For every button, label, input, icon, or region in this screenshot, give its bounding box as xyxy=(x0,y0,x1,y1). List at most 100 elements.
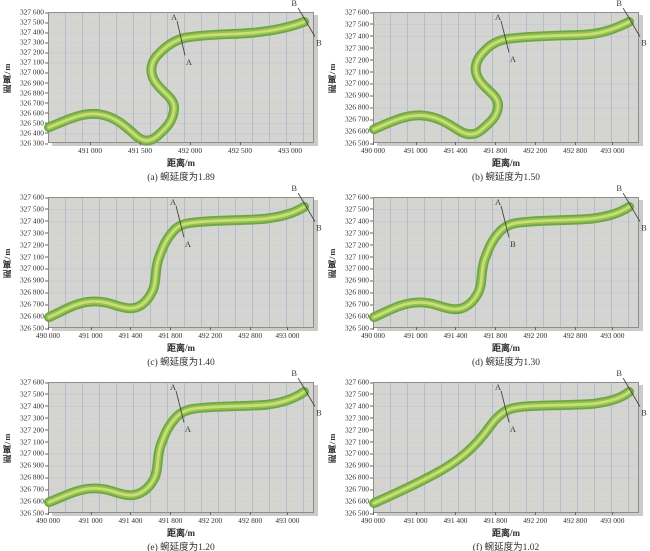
y-tick-label: 327 300 xyxy=(344,413,374,423)
panel-d: 距离/m 327 600 327 500 327 400 327 300 327 200… xyxy=(325,184,650,370)
section-label-a-top: A xyxy=(170,198,176,207)
x-tick-label: 492 000 xyxy=(178,142,203,155)
x-axis-tick-labels: 491 000 491 500 492 000 492 500 493 000 xyxy=(48,142,314,156)
section-label-a-bottom: A xyxy=(186,58,192,67)
section-label-b-side: B xyxy=(316,409,322,418)
section-label-a-top: A xyxy=(170,383,176,392)
section-label-a-bottom: A xyxy=(185,425,191,434)
x-axis-title: 距离/m xyxy=(492,158,520,168)
section-label-a-bottom: A xyxy=(185,240,191,249)
section-line-a xyxy=(176,20,186,56)
y-tick-label: 327 500 xyxy=(19,389,49,399)
x-tick-label: 490 000 xyxy=(360,327,386,340)
y-tick-label: 326 700 xyxy=(344,299,374,309)
x-tick-label: 493 000 xyxy=(600,512,625,525)
y-tick-label: 327 000 xyxy=(19,448,49,458)
x-tick-label: 493 000 xyxy=(275,327,300,340)
y-tick-label: 326 500 xyxy=(19,508,49,518)
y-tick-label: 327 600 xyxy=(19,192,49,202)
x-tick-label: 491 800 xyxy=(158,512,183,525)
y-tick-label: 326 800 xyxy=(344,472,374,482)
y-tick-label: 326 700 xyxy=(19,484,49,494)
section-label-b-top: B xyxy=(616,184,622,193)
y-tick-label: 326 600 xyxy=(19,496,49,506)
section-line-b xyxy=(622,7,641,37)
y-tick-label: 326 700 xyxy=(19,299,49,309)
y-tick-label: 326 500 xyxy=(19,118,49,128)
y-tick-label: 327 200 xyxy=(344,55,374,65)
river-channel-thalweg xyxy=(47,20,306,142)
y-tick-label: 327 100 xyxy=(19,252,49,262)
x-axis-title: 距离/m xyxy=(167,343,195,353)
map-plot-area: A A B B xyxy=(44,0,322,146)
map-plot-area: A A B B xyxy=(44,184,322,328)
section-line-b xyxy=(622,377,641,407)
x-tick-label: 491 800 xyxy=(483,327,508,340)
panel-caption: (f) 蜿延度为1.02 xyxy=(472,543,540,551)
section-label-b-side: B xyxy=(316,39,322,48)
panel-caption: (c) 蜿延度为1.40 xyxy=(147,358,215,368)
y-tick-label: 327 400 xyxy=(344,31,374,41)
x-axis-tick-labels: 490 000 491 000 491 400 491 800 492 200 492 8… xyxy=(36,327,314,341)
x-tick-label: 490 000 xyxy=(35,512,61,525)
y-tick-label: 326 600 xyxy=(344,496,374,506)
river-channel-thalweg xyxy=(372,20,631,136)
panel-caption: (e) 蜿延度为1.20 xyxy=(147,543,215,551)
panel-f: 距离/m 327 600 327 500 327 400 327 300 327 200… xyxy=(325,369,650,551)
y-tick-label: 327 600 xyxy=(19,7,49,17)
section-label-a-top: A xyxy=(495,198,501,207)
y-tick-label: 327 100 xyxy=(344,252,374,262)
y-tick-label: 327 300 xyxy=(344,43,374,53)
y-tick-label: 327 500 xyxy=(344,19,374,29)
river-map-canvas: A A B B xyxy=(369,369,647,509)
y-tick-label: 326 500 xyxy=(344,138,374,148)
y-tick-label: 327 200 xyxy=(19,425,49,435)
y-tick-label: 327 200 xyxy=(19,240,49,250)
panel-e: 距离/m 327 600 327 500 327 400 327 300 327 200… xyxy=(0,369,325,551)
y-tick-label: 326 800 xyxy=(344,287,374,297)
y-tick-label: 326 500 xyxy=(19,323,49,333)
x-tick-label: 490 000 xyxy=(35,327,61,340)
river-channel-thalweg xyxy=(47,390,306,504)
section-label-a-top: A xyxy=(495,13,501,22)
panel-b: 距离/m 327 600 327 500 327 400 327 300 327 200… xyxy=(325,0,650,185)
river-channel-thalweg xyxy=(372,205,631,319)
y-axis-tick-labels: 327 600 327 500 327 400 327 300 327 200 327 1… xyxy=(337,378,374,518)
x-tick-label: 490 000 xyxy=(360,142,386,155)
section-label-a-bottom: A xyxy=(510,55,516,64)
map-plot-area: A B B B xyxy=(369,184,647,328)
y-tick-label: 326 600 xyxy=(19,311,49,321)
section-label-b-side: B xyxy=(641,224,647,233)
y-tick-label: 327 200 xyxy=(344,240,374,250)
x-axis-title: 距离/m xyxy=(492,343,520,353)
river-map-canvas: A A B B xyxy=(44,369,322,508)
y-axis-tick-labels: 327 600 327 500 327 400 327 300 327 200 327 1… xyxy=(12,378,49,518)
section-label-a-bottom: A xyxy=(510,425,516,434)
map-plot-area: A A B B xyxy=(369,369,647,513)
section-line-a xyxy=(175,205,185,238)
section-label-b-top: B xyxy=(291,0,297,8)
x-tick-label: 493 000 xyxy=(600,327,625,340)
x-tick-label: 491 800 xyxy=(158,327,183,340)
y-tick-label: 327 300 xyxy=(19,413,49,423)
panel-a: 距离/m 327 600 327 500 327 400 327 300 327 200… xyxy=(0,0,325,185)
y-tick-label: 327 500 xyxy=(344,204,374,214)
x-tick-label: 491 000 xyxy=(403,142,428,155)
panel-c: 距离/m 327 600 327 500 327 400 327 300 327 200… xyxy=(0,184,325,370)
section-label-b-side: B xyxy=(641,39,647,48)
x-tick-label: 491 400 xyxy=(118,327,143,340)
x-tick-label: 492 800 xyxy=(238,327,263,340)
y-tick-label: 327 000 xyxy=(19,67,49,77)
section-line-a xyxy=(500,205,510,238)
section-label-b-top: B xyxy=(616,369,622,378)
x-tick-label: 492 800 xyxy=(563,327,588,340)
x-axis-tick-labels: 490 000 491 000 491 400 491 800 492 200 492 8… xyxy=(361,142,639,156)
y-tick-label: 327 500 xyxy=(344,389,374,399)
x-tick-label: 491 800 xyxy=(483,512,508,525)
y-tick-label: 327 000 xyxy=(344,78,374,88)
section-line-a xyxy=(500,390,510,423)
x-tick-label: 490 000 xyxy=(360,512,386,525)
section-label-b-side: B xyxy=(641,409,647,418)
section-line-a xyxy=(500,20,510,53)
y-tick-label: 326 600 xyxy=(344,311,374,321)
